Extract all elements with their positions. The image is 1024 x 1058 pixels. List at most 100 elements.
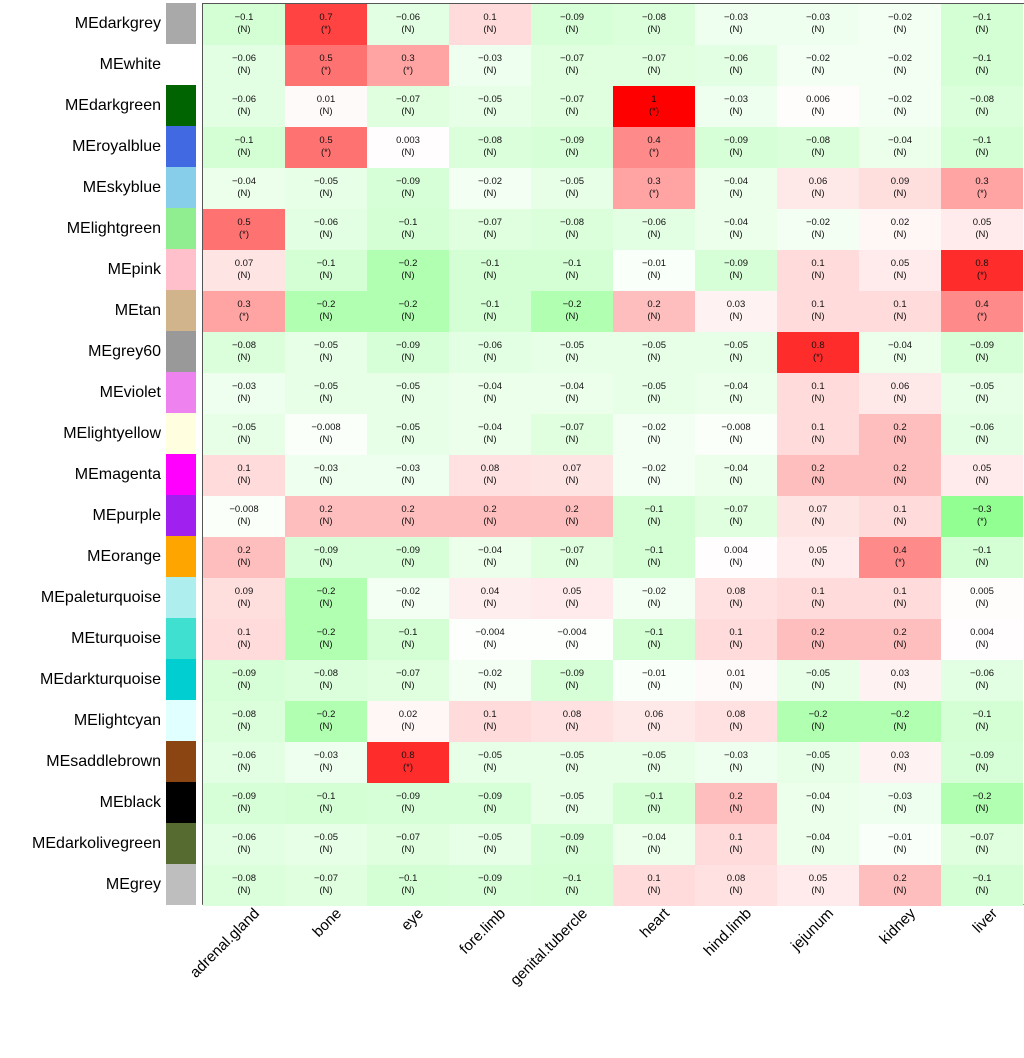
heatmap-cell: 0.04 (N): [449, 578, 531, 619]
heatmap-cell: 0.2 (N): [449, 496, 531, 537]
heatmap-cell: −0.06 (N): [695, 45, 777, 86]
cell-significance: (N): [401, 516, 415, 527]
cell-significance: (N): [237, 147, 251, 158]
cell-significance: (N): [975, 639, 989, 650]
cell-correlation: −0.2: [316, 586, 336, 597]
cell-correlation: 0.1: [893, 299, 907, 310]
cell-correlation: −0.03: [723, 12, 749, 23]
cell-correlation: −0.08: [231, 709, 257, 720]
cell-significance: (N): [811, 639, 825, 650]
cell-correlation: 0.06: [808, 176, 828, 187]
heatmap-cell: −0.08 (N): [203, 332, 285, 373]
cell-correlation: −0.08: [559, 217, 585, 228]
cell-correlation: 0.1: [811, 586, 825, 597]
cell-correlation: 0.2: [319, 504, 333, 515]
heatmap-cell: 0.005 (N): [941, 578, 1023, 619]
cell-significance: (N): [893, 352, 907, 363]
module-color-swatch: [166, 126, 196, 167]
cell-significance: (N): [319, 475, 333, 486]
cell-significance: (N): [237, 557, 251, 568]
cell-significance: (N): [319, 803, 333, 814]
cell-correlation: 0.07: [562, 463, 582, 474]
module-color-swatch: [166, 823, 196, 864]
cell-correlation: −0.01: [641, 668, 667, 679]
cell-correlation: 0.03: [890, 668, 910, 679]
cell-correlation: −0.05: [313, 176, 339, 187]
heatmap-cell: −0.05 (N): [285, 373, 367, 414]
cell-significance: (N): [729, 434, 743, 445]
cell-significance: (N): [811, 106, 825, 117]
cell-significance: (N): [483, 434, 497, 445]
heatmap-cell: −0.1 (N): [449, 291, 531, 332]
cell-correlation: −0.2: [398, 299, 418, 310]
heatmap-cell: −0.04 (N): [203, 168, 285, 209]
heatmap-cell: −0.2 (N): [859, 701, 941, 742]
cell-correlation: 0.2: [811, 627, 825, 638]
cell-correlation: −0.02: [641, 463, 667, 474]
column-label: liver: [969, 905, 1002, 937]
cell-significance: (N): [483, 803, 497, 814]
cell-correlation: 0.08: [562, 709, 582, 720]
heatmap-cell: −0.04 (N): [777, 783, 859, 824]
heatmap-cell: −0.1 (N): [367, 619, 449, 660]
heatmap-cell: −0.1 (N): [941, 865, 1023, 906]
heatmap-cell: −0.05 (N): [285, 168, 367, 209]
cell-significance: (N): [893, 844, 907, 855]
cell-significance: (N): [729, 598, 743, 609]
heatmap-cell: −0.07 (N): [695, 496, 777, 537]
module-color-swatch: [166, 495, 196, 536]
heatmap-cell: −0.04 (N): [695, 209, 777, 250]
cell-correlation: −0.05: [559, 176, 585, 187]
heatmap-cell: −0.04 (N): [449, 373, 531, 414]
cell-significance: (N): [729, 311, 743, 322]
cell-correlation: −0.06: [231, 750, 257, 761]
heatmap-cell: −0.1 (N): [531, 865, 613, 906]
heatmap-cell: −0.04 (N): [449, 414, 531, 455]
cell-significance: (N): [483, 270, 497, 281]
cell-correlation: −0.1: [972, 545, 992, 556]
cell-significance: (N): [729, 680, 743, 691]
heatmap-cell: −0.1 (N): [203, 127, 285, 168]
cell-correlation: −0.09: [559, 12, 585, 23]
heatmap-cell: −0.05 (N): [367, 414, 449, 455]
module-color-swatch: [166, 864, 196, 905]
cell-significance: (N): [237, 352, 251, 363]
heatmap-cell: 0.1 (N): [777, 291, 859, 332]
cell-correlation: 0.05: [808, 545, 828, 556]
row-label: MEdarkgrey: [74, 15, 161, 32]
heatmap-cell: −0.1 (N): [613, 537, 695, 578]
heatmap-cell: −0.07 (N): [285, 865, 367, 906]
cell-significance: (N): [319, 270, 333, 281]
heatmap-cell: −0.09 (N): [695, 250, 777, 291]
cell-significance: (N): [483, 639, 497, 650]
heatmap-cell: −0.02 (N): [449, 168, 531, 209]
cell-correlation: −0.1: [644, 627, 664, 638]
cell-correlation: −0.09: [559, 668, 585, 679]
cell-significance: (N): [811, 803, 825, 814]
cell-significance: (N): [237, 475, 251, 486]
cell-significance: (*): [894, 557, 906, 568]
heatmap-cell: 0.006 (N): [777, 86, 859, 127]
cell-correlation: −0.1: [972, 12, 992, 23]
heatmap-cell: −0.1 (N): [613, 496, 695, 537]
heatmap-cell: −0.05 (N): [449, 742, 531, 783]
cell-significance: (N): [483, 352, 497, 363]
cell-significance: (N): [647, 680, 661, 691]
row-label: MEturquoise: [71, 630, 161, 647]
cell-correlation: −0.03: [395, 463, 421, 474]
cell-significance: (N): [729, 147, 743, 158]
cell-significance: (N): [565, 475, 579, 486]
heatmap-cell: −0.06 (N): [285, 209, 367, 250]
cell-significance: (N): [811, 270, 825, 281]
cell-correlation: −0.04: [723, 463, 749, 474]
heatmap-cell: 0.4 (*): [613, 127, 695, 168]
cell-significance: (N): [811, 557, 825, 568]
cell-correlation: 0.02: [890, 217, 910, 228]
heatmap-cell: −0.06 (N): [941, 414, 1023, 455]
cell-correlation: −0.02: [395, 586, 421, 597]
cell-correlation: 0.1: [893, 586, 907, 597]
cell-correlation: −0.05: [313, 832, 339, 843]
heatmap-cell: −0.1 (N): [941, 4, 1023, 45]
cell-correlation: −0.05: [395, 422, 421, 433]
cell-significance: (N): [729, 352, 743, 363]
